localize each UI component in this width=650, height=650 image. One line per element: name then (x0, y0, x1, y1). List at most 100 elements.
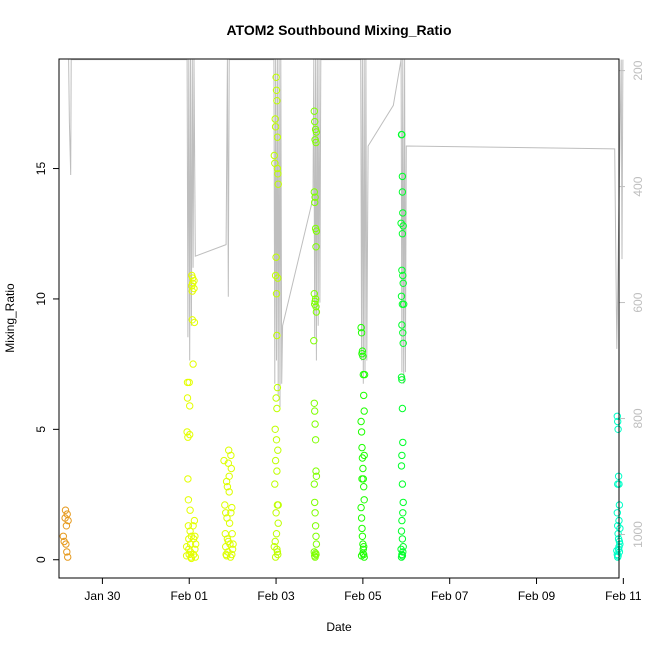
data-point (273, 331, 281, 340)
x-tick-label: Feb 03 (257, 589, 295, 603)
data-point (613, 509, 621, 517)
data-point (310, 399, 318, 407)
data-point (227, 451, 235, 460)
data-point (272, 394, 280, 402)
data-point (61, 506, 70, 514)
data-point (614, 480, 622, 488)
data-point (360, 370, 369, 379)
data-point (225, 488, 233, 496)
data-point (223, 483, 232, 491)
data-point (358, 475, 366, 483)
data-point (614, 530, 622, 538)
data-point (311, 522, 320, 530)
data-point (273, 97, 281, 105)
y2-tick-label: 800 (631, 408, 645, 428)
data-point (191, 553, 200, 561)
series-2 (220, 446, 237, 561)
data-point (184, 475, 192, 483)
data-point (271, 425, 279, 433)
data-point (399, 438, 407, 447)
axes-layer: Jan 30 Feb 01 Feb 03 Feb 05 Feb 07 Feb 09 Feb … (34, 60, 645, 603)
data-point (312, 138, 320, 147)
data-point (225, 519, 234, 527)
data-point (310, 107, 318, 115)
data-point (311, 198, 319, 207)
pressure-trace-line (68, 59, 624, 407)
data-point (271, 553, 280, 561)
data-point (399, 509, 407, 517)
data-point (62, 540, 70, 548)
data-point (312, 303, 320, 311)
data-point (358, 532, 367, 540)
data-point (398, 451, 406, 460)
data-point (310, 290, 318, 298)
data-point (189, 360, 197, 368)
data-point (312, 472, 321, 480)
data-point (229, 540, 237, 548)
y-tick-label: 10 (34, 292, 48, 306)
data-point (274, 501, 282, 509)
data-point (613, 546, 621, 555)
data-point (358, 524, 366, 533)
data-point (274, 519, 282, 527)
series-1 (182, 271, 200, 563)
data-point (613, 550, 621, 559)
data-point (312, 227, 321, 235)
x-tick-label: Feb 01 (171, 589, 209, 603)
data-point (312, 467, 320, 475)
data-point (182, 543, 191, 551)
data-point (398, 130, 406, 139)
data-point (614, 417, 622, 426)
data-point (311, 193, 319, 201)
data-point (312, 243, 320, 251)
data-point (271, 456, 280, 465)
data-point (270, 543, 278, 551)
data-point (614, 425, 622, 433)
data-point (185, 535, 193, 543)
data-point (274, 274, 282, 282)
data-point (272, 290, 281, 298)
data-point (357, 514, 366, 522)
data-point (311, 498, 319, 507)
data-points-layer (59, 73, 624, 563)
data-point (398, 230, 407, 238)
data-point (312, 532, 320, 540)
data-point (398, 480, 407, 488)
data-point (397, 373, 406, 381)
data-point (273, 383, 282, 392)
data-point (360, 543, 368, 551)
data-point (182, 552, 191, 560)
data-point (399, 339, 407, 347)
data-point (310, 188, 318, 196)
data-point (225, 472, 233, 480)
data-point (272, 436, 281, 444)
data-point (397, 527, 406, 535)
data-point (310, 480, 318, 488)
data-point (616, 524, 624, 533)
x-axis-label: Date (326, 620, 352, 634)
data-point (64, 553, 72, 561)
data-point (312, 308, 321, 316)
data-point (397, 553, 406, 561)
data-point (398, 376, 406, 384)
data-point (271, 537, 279, 546)
data-point (397, 219, 405, 228)
data-point (228, 503, 236, 512)
data-point (358, 347, 367, 355)
y2-tick-label: 600 (631, 292, 645, 312)
data-point (227, 464, 236, 473)
x-tick-label: Jan 30 (84, 589, 120, 603)
data-point (398, 172, 407, 181)
data-point (271, 480, 279, 488)
data-point (63, 548, 71, 556)
data-point (312, 550, 320, 559)
data-point (183, 394, 192, 402)
data-point (274, 170, 282, 178)
data-point (59, 532, 67, 540)
data-point (190, 318, 199, 327)
data-point (398, 321, 406, 329)
data-point (270, 151, 278, 160)
series-4 (310, 107, 321, 561)
data-point (397, 462, 406, 470)
